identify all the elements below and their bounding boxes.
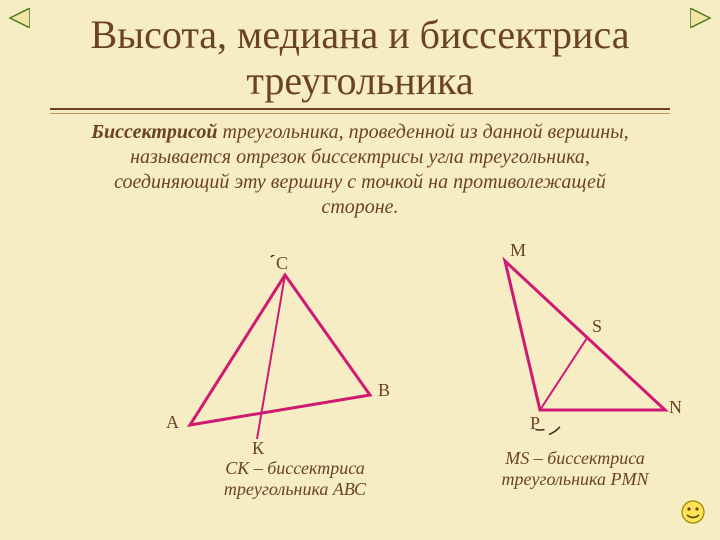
caption-figure2: MS – биссектриса треугольника PMN bbox=[475, 448, 675, 489]
title-line-2: треугольника bbox=[246, 58, 473, 103]
definition-text: Биссектрисой треугольника, проведенной и… bbox=[80, 120, 640, 220]
caption2-line1: MS – биссектриса bbox=[505, 448, 644, 468]
caption1-line2: треугольника АВС bbox=[224, 479, 366, 499]
triangle-pmn bbox=[505, 261, 665, 434]
vertex-k-label: К bbox=[252, 438, 264, 459]
title-rule bbox=[50, 108, 670, 114]
vertex-p-label: P bbox=[530, 413, 540, 434]
caption2-line2: треугольника PMN bbox=[502, 469, 649, 489]
caption1-line1: СК – биссектриса bbox=[225, 458, 364, 478]
caption-figure1: СК – биссектриса треугольника АВС bbox=[200, 458, 390, 499]
vertex-m-label: M bbox=[510, 240, 526, 261]
nav-prev-button[interactable] bbox=[8, 8, 30, 28]
definition-lead: Биссектрисой bbox=[91, 121, 217, 143]
vertex-a-label: А bbox=[166, 412, 179, 433]
vertex-s-label: S bbox=[592, 316, 602, 337]
vertex-n-label: N bbox=[669, 397, 682, 418]
nav-next-button[interactable] bbox=[690, 8, 712, 28]
triangle-abc bbox=[190, 255, 370, 439]
title-line-1: Высота, медиана и биссектриса bbox=[91, 12, 630, 57]
smiley-icon bbox=[680, 499, 706, 530]
vertex-b-label: В bbox=[378, 380, 390, 401]
page-title: Высота, медиана и биссектриса треугольни… bbox=[0, 0, 720, 104]
vertex-c-label: С bbox=[276, 253, 288, 274]
